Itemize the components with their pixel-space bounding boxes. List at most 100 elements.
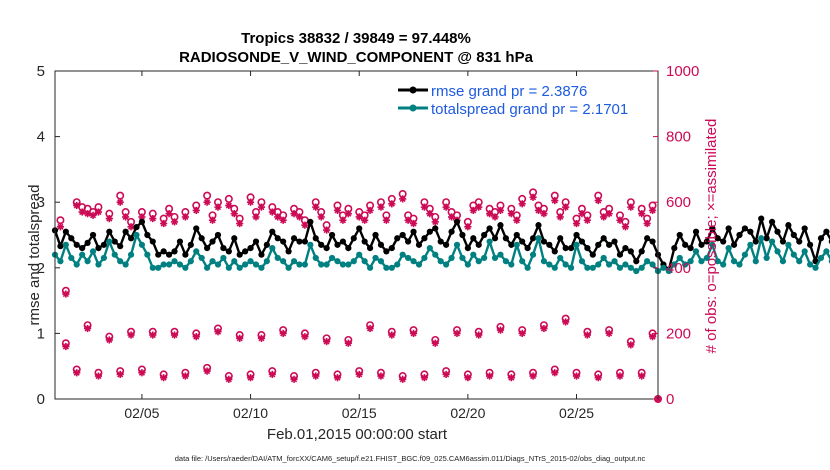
obs-assimilated-marker xyxy=(160,374,168,382)
obs-assimilated-marker xyxy=(475,331,483,339)
point-rmse xyxy=(122,228,129,235)
point-totalspread xyxy=(106,238,113,245)
point-totalspread xyxy=(79,251,86,258)
point-totalspread xyxy=(584,264,591,271)
point-rmse xyxy=(274,235,281,242)
obs-assimilated-marker xyxy=(594,374,602,382)
point-totalspread xyxy=(356,251,363,258)
point-rmse xyxy=(600,235,607,242)
point-totalspread xyxy=(290,258,298,265)
point-rmse xyxy=(774,228,781,235)
point-rmse xyxy=(106,228,113,235)
point-totalspread xyxy=(768,238,776,245)
point-rmse xyxy=(698,241,705,248)
obs-assimilated-marker xyxy=(355,370,363,378)
obs-assimilated-marker xyxy=(621,223,630,231)
point-totalspread xyxy=(323,261,330,268)
obs-assimilated-marker xyxy=(366,324,374,333)
y-right-tick-label: 0 xyxy=(666,391,674,408)
legend: rmse grand pr = 2.3876 totalspread grand… xyxy=(394,78,648,118)
point-totalspread xyxy=(611,258,618,265)
point-rmse xyxy=(361,238,368,245)
obs-assimilated-marker xyxy=(540,210,548,218)
obs-assimilated-marker xyxy=(399,195,407,203)
point-totalspread xyxy=(204,264,211,271)
point-totalspread xyxy=(720,261,727,268)
obs-assimilated-marker xyxy=(442,370,450,378)
obs-assimilated-marker xyxy=(323,338,331,346)
point-rmse xyxy=(790,231,797,239)
point-rmse xyxy=(377,241,385,248)
obs-assimilated-marker xyxy=(122,213,130,221)
point-totalspread xyxy=(149,264,156,271)
point-rmse xyxy=(578,238,586,245)
point-rmse xyxy=(209,238,216,245)
point-totalspread xyxy=(285,264,292,271)
obs-assimilated-marker xyxy=(583,331,591,339)
obs-assimilated-marker xyxy=(94,372,103,380)
point-rmse xyxy=(649,238,656,245)
obs-assimilated-marker xyxy=(268,370,276,378)
point-totalspread xyxy=(627,264,634,271)
point-totalspread xyxy=(633,267,640,275)
series-line-rmse xyxy=(53,217,830,271)
point-totalspread xyxy=(779,258,787,265)
obs-assimilated-marker xyxy=(496,326,505,334)
point-rmse xyxy=(638,248,645,255)
obs-assimilated-marker xyxy=(236,219,244,228)
obs-assimilated-marker xyxy=(518,329,526,337)
obs-assimilated-marker xyxy=(605,210,613,218)
point-rmse xyxy=(709,225,716,232)
obs-assimilated-marker xyxy=(361,216,369,224)
obs-assimilated-marker xyxy=(312,372,320,380)
obs-assimilated-marker xyxy=(442,203,450,211)
point-totalspread xyxy=(220,254,227,262)
point-totalspread xyxy=(345,261,352,268)
point-totalspread xyxy=(263,258,270,265)
point-totalspread xyxy=(296,261,303,268)
obs-assimilated-marker xyxy=(551,196,559,205)
legend-box xyxy=(394,78,648,118)
obs-assimilated-marker xyxy=(551,369,559,377)
point-rmse xyxy=(366,245,374,252)
point-rmse xyxy=(68,235,75,242)
obs-assimilated-marker xyxy=(475,203,483,211)
point-totalspread xyxy=(823,248,830,255)
point-rmse xyxy=(236,251,243,258)
obs-assimilated-marker xyxy=(638,210,646,218)
point-totalspread xyxy=(665,267,672,275)
point-rmse xyxy=(589,251,596,258)
obs-assimilated-marker xyxy=(605,329,613,337)
point-rmse xyxy=(486,225,493,232)
point-rmse xyxy=(231,235,238,242)
point-rmse xyxy=(671,245,678,252)
point-totalspread xyxy=(622,261,629,268)
point-rmse xyxy=(768,218,776,225)
series-layer xyxy=(51,215,830,275)
point-rmse xyxy=(464,245,471,252)
point-totalspread xyxy=(519,258,526,265)
point-rmse xyxy=(307,218,314,225)
point-rmse xyxy=(301,238,308,245)
point-totalspread xyxy=(567,264,575,271)
point-totalspread xyxy=(486,238,493,245)
point-totalspread xyxy=(182,264,189,271)
point-totalspread xyxy=(692,248,700,255)
point-rmse xyxy=(79,245,86,252)
point-rmse xyxy=(633,258,640,265)
point-totalspread xyxy=(388,264,395,271)
y-axis-label: rmse and totalspread xyxy=(26,185,43,326)
obs-assimilated-marker xyxy=(192,206,200,214)
point-rmse xyxy=(258,251,265,258)
point-rmse xyxy=(117,243,124,250)
x-axis-label: Feb.01,2015 00:00:00 start xyxy=(267,426,448,443)
point-totalspread xyxy=(698,258,705,265)
point-totalspread xyxy=(616,264,624,271)
point-totalspread xyxy=(301,261,308,268)
point-rmse xyxy=(372,231,379,239)
point-totalspread xyxy=(682,261,689,268)
point-totalspread xyxy=(443,261,450,268)
x-tick-label: 02/15 xyxy=(342,405,377,421)
point-rmse xyxy=(252,238,260,245)
point-rmse xyxy=(779,238,787,245)
